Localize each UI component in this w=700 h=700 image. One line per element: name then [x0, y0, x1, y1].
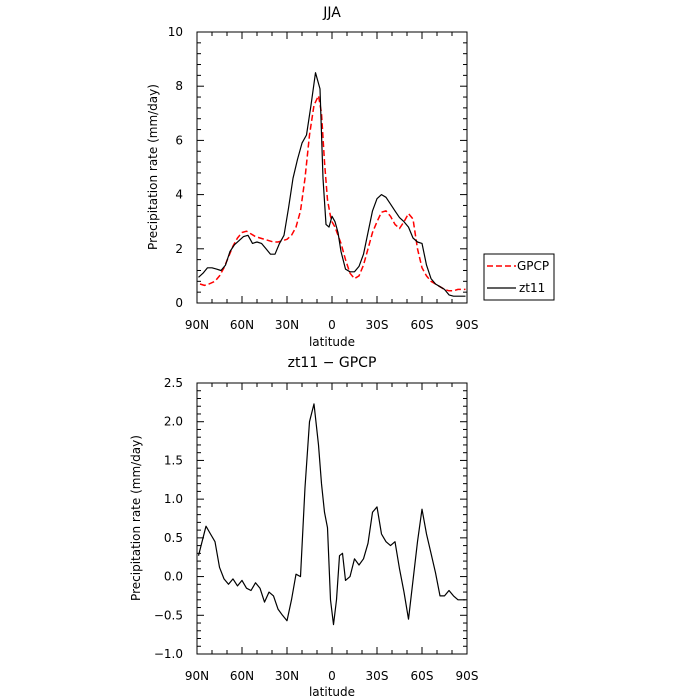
- top-x-axis-label: latitude: [309, 335, 355, 349]
- bottom-y-tick-label: −1.0: [154, 647, 183, 661]
- top-x-tick-label: 30S: [366, 318, 389, 332]
- bottom-y-axis-label: Precipitation rate (mm/day): [129, 435, 143, 601]
- legend-frame: [483, 253, 555, 301]
- bottom-x-tick-label: 60S: [411, 669, 434, 683]
- top-x-tick-label: 90N: [185, 318, 209, 332]
- bottom-x-tick-label: 30N: [275, 669, 299, 683]
- bottom-y-tick-label: 1.0: [164, 492, 183, 506]
- bottom-axis-ticks: 90N 60N 30N 0 30S 60S 90S −1.0 −0.5 0.0 0.5 1.0 1.5 2…: [154, 376, 479, 683]
- top-x-tick-label: 90S: [456, 318, 479, 332]
- bottom-y-tick-label: 2.0: [164, 415, 183, 429]
- top-series-layer: [198, 72, 466, 297]
- bottom-y-tick-label: 1.5: [164, 453, 183, 467]
- bottom-panel: zt11 − GPCP 90N 60N 30N 0 30S 60S 90S −1.0 −0.5 0…: [129, 355, 478, 699]
- bottom-x-tick-label: 60N: [230, 669, 254, 683]
- bottom-y-tick-label: 0.5: [164, 531, 183, 545]
- top-y-tick-label: 4: [175, 188, 183, 202]
- legend: GPCP zt11: [483, 253, 555, 301]
- top-y-tick-label: 8: [175, 79, 183, 93]
- bottom-x-tick-label: 90N: [185, 669, 209, 683]
- top-y-tick-label: 6: [175, 133, 183, 147]
- bottom-x-tick-label: 90S: [456, 669, 479, 683]
- top-x-tick-label: 60S: [411, 318, 434, 332]
- bottom-series-layer: [197, 403, 466, 626]
- legend-label-zt11: zt11: [519, 281, 545, 295]
- top-y-tick-label: 0: [175, 296, 183, 310]
- top-series-line-zt11: [198, 72, 466, 297]
- bottom-x-tick-label: 0: [328, 669, 336, 683]
- top-series-line-gpcp: [199, 94, 466, 292]
- top-y-tick-label: 10: [168, 25, 183, 39]
- top-x-tick-label: 60N: [230, 318, 254, 332]
- bottom-y-tick-label: −0.5: [154, 608, 183, 622]
- bottom-x-tick-label: 30S: [366, 669, 389, 683]
- top-axis-ticks: 90N 60N 30N 0 30S 60S 90S 0 2 4 6 8 10: [168, 25, 479, 332]
- bottom-chart-title: zt11 − GPCP: [288, 355, 377, 371]
- bottom-y-tick-label: 2.5: [164, 376, 183, 390]
- bottom-y-tick-label: 0.0: [164, 570, 183, 584]
- top-y-tick-label: 2: [175, 242, 183, 256]
- top-chart-title: JJA: [322, 5, 341, 21]
- legend-label-gpcp: GPCP: [517, 259, 549, 273]
- bottom-x-axis-label: latitude: [309, 685, 355, 699]
- top-y-axis-label: Precipitation rate (mm/day): [146, 84, 160, 250]
- top-x-tick-label: 0: [328, 318, 336, 332]
- bottom-series-line-0: [197, 403, 466, 626]
- top-x-tick-label: 30N: [275, 318, 299, 332]
